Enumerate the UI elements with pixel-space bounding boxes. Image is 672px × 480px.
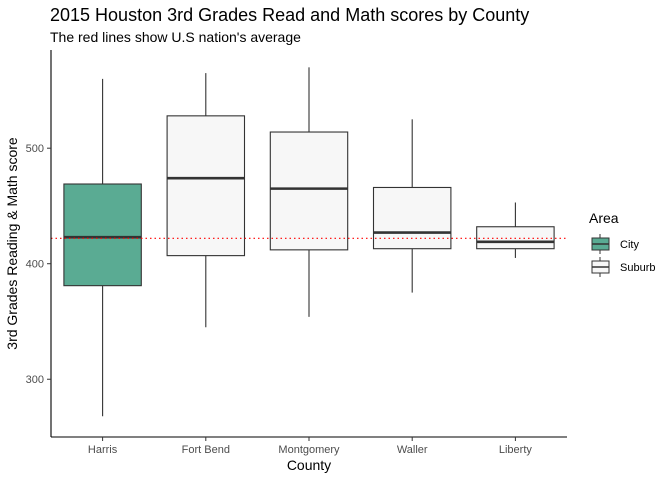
legend-label: Suburb bbox=[620, 262, 655, 274]
box-liberty bbox=[476, 202, 555, 258]
x-tick-label: Liberty bbox=[499, 444, 533, 456]
chart-subtitle: The red lines show U.S nation's average bbox=[50, 29, 301, 45]
box-body bbox=[269, 131, 349, 251]
box-waller bbox=[372, 119, 452, 293]
legend-title: Area bbox=[589, 210, 619, 226]
x-tick-label: Fort Bend bbox=[182, 444, 230, 456]
legend: Area City Suburb bbox=[589, 210, 655, 277]
box-montgomery bbox=[269, 67, 349, 317]
x-axis-title: County bbox=[287, 457, 331, 473]
y-tick-label: 500 bbox=[26, 143, 44, 155]
legend-item-city: City bbox=[591, 234, 639, 254]
x-tick-label: Harris bbox=[88, 444, 118, 456]
box-body bbox=[372, 186, 452, 250]
y-tick-label: 300 bbox=[26, 374, 44, 386]
x-tick-label: Montgomery bbox=[278, 444, 340, 456]
box-body bbox=[63, 183, 142, 287]
legend-item-suburb: Suburb bbox=[591, 257, 655, 277]
chart-title: 2015 Houston 3rd Grades Read and Math sc… bbox=[50, 5, 530, 25]
box-body bbox=[476, 226, 555, 250]
x-tick-label: Waller bbox=[397, 444, 428, 456]
box-harris bbox=[63, 78, 142, 417]
box-body bbox=[166, 115, 246, 257]
box-layer bbox=[63, 67, 555, 417]
box-fort-bend bbox=[166, 73, 246, 328]
axes-layer: 300 400 500 Harris Fort Bend Montgomery Waller… bbox=[26, 50, 567, 456]
y-axis-title: 3rd Grades Reading & Math score bbox=[4, 137, 20, 350]
y-tick-label: 400 bbox=[26, 259, 44, 271]
legend-label: City bbox=[620, 239, 639, 251]
